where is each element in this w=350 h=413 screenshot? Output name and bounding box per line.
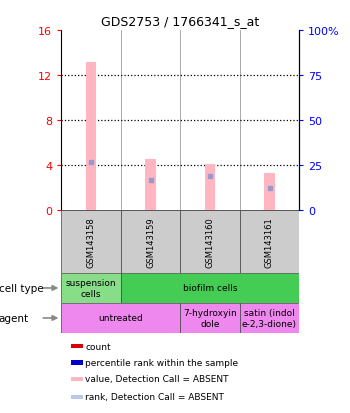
Bar: [121, 211, 180, 273]
Text: count: count: [85, 342, 111, 351]
Bar: [61, 273, 121, 303]
Text: untreated: untreated: [98, 314, 143, 323]
Text: cell type: cell type: [0, 283, 43, 293]
Text: value, Detection Call = ABSENT: value, Detection Call = ABSENT: [85, 375, 229, 384]
Text: GSM143159: GSM143159: [146, 217, 155, 267]
Text: percentile rank within the sample: percentile rank within the sample: [85, 358, 238, 367]
Text: suspension
cells: suspension cells: [66, 279, 116, 298]
Text: rank, Detection Call = ABSENT: rank, Detection Call = ABSENT: [85, 392, 224, 401]
Bar: [180, 303, 240, 333]
Bar: [71, 344, 83, 349]
Text: GSM143161: GSM143161: [265, 216, 274, 267]
Bar: [61, 303, 180, 333]
Text: biofilm cells: biofilm cells: [183, 284, 237, 293]
Bar: [61, 211, 121, 273]
Bar: [121, 273, 299, 303]
Bar: [71, 395, 83, 399]
Bar: [240, 211, 299, 273]
Bar: [205, 164, 215, 211]
Text: GSM143158: GSM143158: [86, 216, 96, 267]
Bar: [86, 62, 96, 211]
Bar: [180, 211, 240, 273]
Title: GDS2753 / 1766341_s_at: GDS2753 / 1766341_s_at: [101, 15, 259, 28]
Text: 7-hydroxyin
dole: 7-hydroxyin dole: [183, 309, 237, 328]
Bar: [71, 361, 83, 365]
Bar: [71, 377, 83, 381]
Text: satin (indol
e-2,3-dione): satin (indol e-2,3-dione): [242, 309, 297, 328]
Bar: [145, 160, 156, 211]
Text: GSM143160: GSM143160: [205, 216, 215, 267]
Bar: [264, 173, 275, 211]
Text: agent: agent: [0, 313, 29, 323]
Bar: [240, 303, 299, 333]
